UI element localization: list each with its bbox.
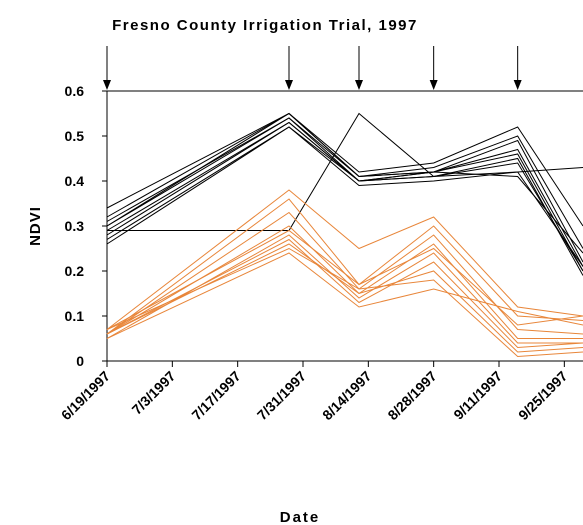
series-line — [106, 198, 583, 335]
series-line — [106, 112, 583, 227]
series-line — [106, 117, 583, 263]
arrow-head — [285, 80, 293, 90]
y-axis-label: NDVI — [27, 206, 44, 246]
x-tick-label: 6/19/1997 — [58, 368, 114, 424]
series-line — [106, 121, 583, 272]
series-line — [106, 243, 583, 353]
series-line — [106, 117, 583, 267]
series-line — [106, 225, 583, 339]
x-tick-label: 7/31/1997 — [254, 368, 310, 424]
series-line — [106, 126, 583, 272]
series-line — [106, 252, 583, 339]
y-tick-label: 0.2 — [65, 263, 85, 279]
series-line — [106, 112, 583, 254]
x-tick-label: 7/17/1997 — [188, 368, 244, 424]
x-tick-label: 9/11/1997 — [450, 368, 505, 423]
y-tick-label: 0.5 — [65, 128, 85, 144]
y-tick-label: 0.1 — [65, 308, 85, 324]
x-tick-label: 9/25/1997 — [515, 368, 571, 424]
x-axis-label: Date — [280, 509, 321, 525]
x-tick-label: 8/14/1997 — [319, 368, 375, 424]
series-line — [106, 189, 583, 330]
arrow-head — [355, 80, 363, 90]
arrow-head — [429, 80, 438, 90]
series-line — [106, 211, 583, 335]
series-line — [106, 247, 583, 358]
series-line — [106, 112, 583, 249]
arrow-head — [103, 80, 111, 90]
y-tick-label: 0.3 — [65, 218, 85, 234]
series-line — [107, 112, 583, 231]
y-tick-label: 0.4 — [65, 173, 85, 189]
chart-title: Fresno County Irrigation Trial, 1997 — [112, 17, 418, 34]
x-tick-label: 8/28/1997 — [384, 368, 440, 424]
y-tick-label: 0 — [76, 353, 84, 369]
series-line — [106, 126, 583, 267]
y-tick-label: 0.6 — [65, 83, 85, 99]
x-tick-label: 7/3/1997 — [129, 368, 179, 418]
series-line — [106, 229, 583, 330]
series-line — [106, 121, 583, 276]
arrow-head — [513, 80, 522, 90]
series-line — [106, 234, 583, 344]
